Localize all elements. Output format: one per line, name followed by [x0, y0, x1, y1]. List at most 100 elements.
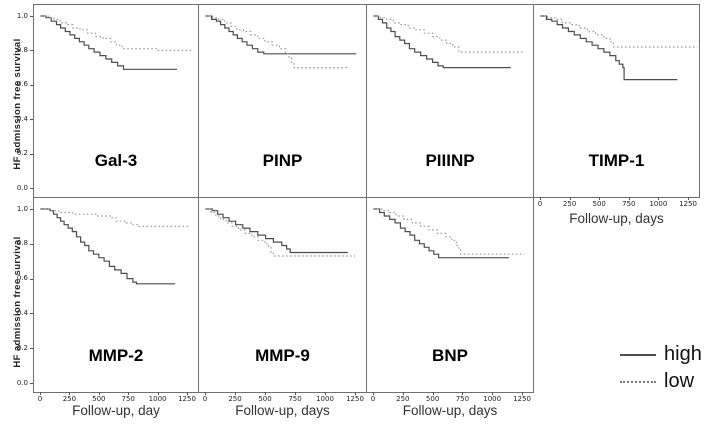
survival-curve-low: [205, 15, 348, 69]
survival-plot-mmp2: [40, 208, 189, 285]
x-tick-mark: [128, 392, 130, 395]
survival-curve-high: [373, 208, 509, 259]
panel-mmp9: MMP-9: [198, 197, 367, 393]
x-tick-mark: [69, 392, 71, 395]
panel-bnp: BNP: [366, 197, 534, 393]
x-tick-label: 1000: [316, 395, 334, 403]
x-tick-label: 1000: [148, 395, 167, 403]
y-tick-mark: [30, 153, 33, 155]
x-tick-label: 1250: [513, 395, 531, 403]
legend: high low: [620, 341, 702, 395]
x-tick-label: 500: [92, 395, 106, 403]
y-tick-mark: [30, 50, 33, 52]
x-tick-label: 1000: [649, 200, 668, 208]
y-tick-mark: [30, 119, 33, 121]
x-tick-label: 750: [455, 395, 470, 403]
x-tick-mark: [325, 392, 326, 395]
x-tick-mark: [688, 197, 689, 200]
y-tick-mark: [30, 313, 33, 315]
survival-curve-low: [540, 15, 698, 48]
y-tick-mark: [30, 278, 33, 280]
x-tick-mark: [40, 392, 41, 395]
y-tick-label: 0.8: [16, 239, 28, 248]
x-tick-mark: [432, 392, 434, 395]
x-tick-label: 0: [370, 395, 376, 403]
x-tick-label: 250: [62, 395, 77, 403]
x-tick-mark: [658, 197, 660, 200]
x-tick-mark: [295, 392, 296, 395]
x-tick-label: 500: [425, 395, 440, 403]
legend-item-low: low: [620, 368, 702, 395]
survival-plot-pinp: [205, 15, 357, 69]
dotted-line-sample: [620, 380, 656, 383]
survival-curve-high: [205, 15, 357, 55]
y-tick-label: 0.0: [16, 183, 28, 192]
panel-mmp2: MMP-2: [33, 197, 199, 393]
x-tick-label: 500: [592, 200, 606, 208]
x-tick-mark: [569, 197, 571, 200]
x-tick-mark: [157, 392, 159, 395]
y-tick-mark: [30, 383, 33, 384]
x-tick-label: 750: [622, 200, 636, 208]
x-tick-mark: [599, 197, 601, 200]
y-tick-mark: [30, 188, 33, 189]
x-tick-label: 1250: [679, 200, 697, 208]
panel-title-pinp: PINP: [262, 151, 303, 170]
y-axis-title-top-row: HF admission free survival: [12, 38, 23, 170]
x-axis-label-timp1: Follow-up, days: [569, 211, 664, 226]
x-tick-label: 1000: [483, 395, 502, 403]
x-tick-label: 750: [288, 395, 302, 403]
x-tick-label: 0: [37, 395, 43, 403]
legend-label-low: low: [664, 370, 695, 392]
legend-item-high: high: [620, 341, 702, 368]
y-tick-label: 0.4: [16, 114, 28, 123]
panel-timp1: TIMP-1: [533, 4, 700, 198]
survival-curve-low: [205, 208, 355, 257]
x-axis-label-bnp: Follow-up, days: [402, 403, 498, 418]
y-tick-label: 0.6: [16, 80, 28, 89]
y-tick-mark: [30, 348, 33, 350]
survival-curve-high: [540, 15, 678, 81]
x-tick-mark: [628, 197, 630, 200]
y-tick-mark: [30, 84, 33, 86]
x-tick-mark: [402, 392, 404, 395]
y-tick-label: 0.4: [16, 308, 28, 317]
survival-plot-gal3: [40, 15, 193, 70]
panel-title-piiinp: PIIINP: [425, 151, 475, 170]
survival-curve-low: [373, 208, 525, 255]
survival-curve-low: [373, 15, 524, 53]
panel-title-mmp2: MMP-2: [88, 346, 144, 365]
y-tick-label: 1.0: [16, 11, 28, 20]
x-tick-mark: [205, 392, 206, 395]
panel-title-mmp9: MMP-9: [255, 346, 310, 365]
panel-piiinp: PIIINP: [366, 4, 534, 198]
x-tick-mark: [373, 392, 374, 395]
x-tick-label: 500: [258, 395, 272, 403]
x-tick-label: 1250: [178, 395, 196, 403]
survival-curve-high: [40, 15, 177, 70]
survival-curve-high: [373, 15, 511, 69]
x-tick-label: 0: [537, 200, 543, 208]
x-tick-label: 750: [121, 395, 135, 403]
x-tick-mark: [540, 197, 541, 200]
legend-label-high: high: [664, 343, 702, 365]
y-tick-label: 0.6: [16, 274, 28, 283]
x-tick-label: 250: [396, 395, 410, 403]
x-tick-mark: [492, 392, 494, 395]
survival-plot-piiinp: [373, 15, 524, 69]
x-tick-mark: [522, 392, 523, 395]
x-tick-label: 1250: [346, 395, 364, 403]
panel-title-gal3: Gal-3: [94, 151, 138, 170]
x-tick-mark: [265, 392, 266, 395]
y-tick-label: 0.0: [16, 378, 28, 387]
survival-curve-high: [40, 208, 176, 285]
y-tick-label: 1.0: [16, 204, 28, 213]
x-tick-mark: [98, 392, 100, 395]
y-tick-mark: [30, 243, 33, 245]
y-axis-title-bottom-row: HF admission free survival: [12, 236, 23, 368]
x-tick-mark: [462, 392, 464, 395]
survival-curve-low: [40, 15, 193, 51]
survival-curve-low: [40, 208, 189, 227]
x-axis-label-mmp9: Follow-up, days: [235, 403, 330, 418]
